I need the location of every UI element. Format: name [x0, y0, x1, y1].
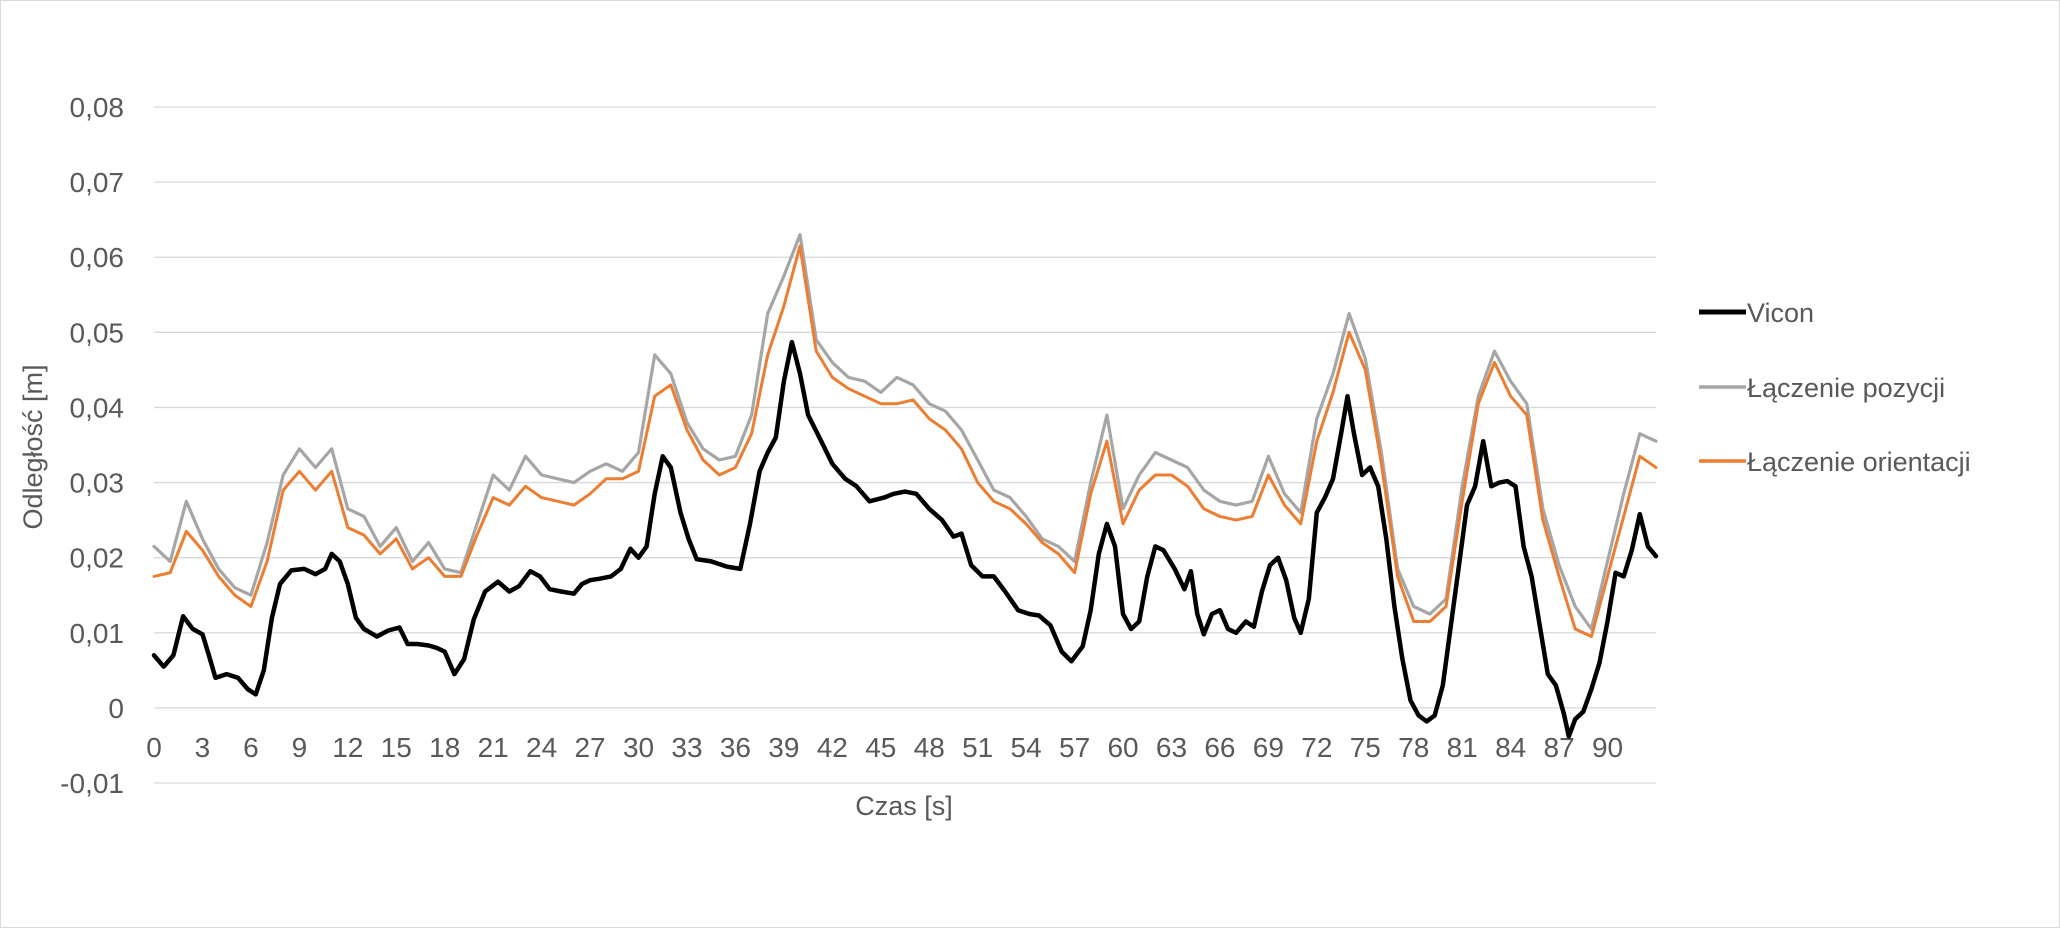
- x-tick-label: 0: [146, 732, 162, 763]
- x-tick-label: 27: [574, 732, 605, 763]
- y-tick-label: 0,05: [70, 317, 125, 348]
- x-tick-label: 72: [1301, 732, 1332, 763]
- y-tick-label: 0,06: [70, 242, 125, 273]
- y-tick-label: 0,04: [70, 392, 125, 423]
- y-tick-label: 0,08: [70, 92, 125, 123]
- x-tick-label: 90: [1592, 732, 1623, 763]
- x-tick-label: 18: [429, 732, 460, 763]
- x-tick-label: 30: [623, 732, 654, 763]
- x-tick-label: 75: [1350, 732, 1381, 763]
- x-tick-label: 81: [1447, 732, 1478, 763]
- y-axis-ticks: -0,01 0 0,01 0,02 0,03 0,04 0,05 0,06 0,07 0,08: [60, 92, 124, 799]
- y-tick-label: 0,03: [70, 468, 125, 499]
- legend: Vicon Łączenie pozycji Łączenie orientacji: [1699, 298, 1971, 477]
- y-tick-label: 0,07: [70, 167, 125, 198]
- series-line-aczenie-orientacji: [152, 244, 1658, 638]
- y-tick-label: 0,01: [70, 618, 125, 649]
- y-tick-label: -0,01: [60, 768, 124, 799]
- legend-label: Vicon: [1747, 298, 1814, 328]
- x-tick-label: 78: [1398, 732, 1429, 763]
- gridlines: [154, 106, 1656, 784]
- x-tick-label: 39: [768, 732, 799, 763]
- x-tick-label: 33: [671, 732, 702, 763]
- x-tick-label: 51: [962, 732, 993, 763]
- x-tick-label: 54: [1011, 732, 1042, 763]
- x-tick-label: 63: [1156, 732, 1187, 763]
- x-tick-label: 36: [720, 732, 751, 763]
- x-axis-ticks: 0 3 6 9 12 15 18 21 24 27 30 33 36 39 42 45 48 51 54 57 60 63…: [146, 732, 1623, 763]
- x-tick-label: 12: [332, 732, 363, 763]
- legend-label: Łączenie pozycji: [1747, 373, 1945, 403]
- x-tick-label: 15: [381, 732, 412, 763]
- x-tick-label: 48: [914, 732, 945, 763]
- series-lines: [151, 233, 1659, 739]
- x-tick-label: 84: [1495, 732, 1526, 763]
- x-tick-label: 66: [1204, 732, 1235, 763]
- x-tick-label: 24: [526, 732, 557, 763]
- x-axis-title: Czas [s]: [855, 791, 953, 821]
- x-tick-label: 57: [1059, 732, 1090, 763]
- series-line-aczenie-pozycji: [152, 233, 1658, 631]
- y-axis-title: Odległość [m]: [18, 364, 48, 529]
- x-tick-label: 6: [243, 732, 259, 763]
- x-tick-label: 45: [865, 732, 896, 763]
- x-tick-label: 69: [1253, 732, 1284, 763]
- series-line-vicon: [151, 339, 1659, 739]
- legend-label: Łączenie orientacji: [1747, 447, 1971, 477]
- x-tick-label: 3: [195, 732, 211, 763]
- x-tick-label: 42: [817, 732, 848, 763]
- y-tick-label: 0: [108, 693, 124, 724]
- y-tick-label: 0,02: [70, 543, 125, 574]
- x-tick-label: 60: [1107, 732, 1138, 763]
- x-tick-label: 9: [292, 732, 308, 763]
- x-tick-label: 21: [478, 732, 509, 763]
